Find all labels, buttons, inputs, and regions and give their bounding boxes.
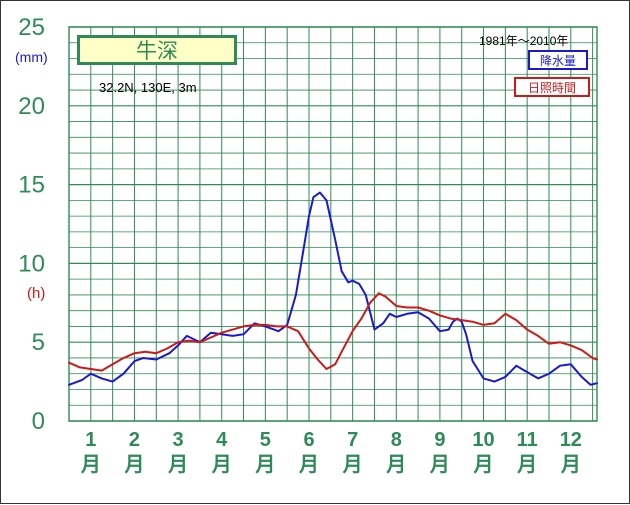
legend-sunshine: 日照時間 — [514, 77, 590, 97]
x-tick-label: 3 — [173, 429, 184, 451]
plot-border — [68, 26, 598, 422]
station-coords: 32.2N, 130E, 3m — [99, 80, 197, 95]
x-tick-label: 5 — [260, 429, 271, 451]
legend-sunshine-label: 日照時間 — [527, 80, 576, 95]
x-tick-label: 4 — [216, 429, 228, 451]
station-name: 牛深 — [136, 39, 178, 63]
precipitation-line — [68, 191, 598, 386]
y-tick-label: 20 — [18, 93, 45, 120]
period-label: 1981年～2010年 — [479, 34, 569, 48]
x-tick-label: 9 — [434, 429, 445, 451]
sunshine-line — [68, 292, 598, 372]
x-tick-label: 10 — [472, 429, 494, 451]
x-tick-suffix: 月 — [516, 452, 537, 476]
y-tick-label: 5 — [32, 329, 45, 356]
x-tick-suffix: 月 — [385, 452, 406, 476]
x-tick-label: 6 — [303, 429, 314, 451]
x-tick-suffix: 月 — [167, 452, 188, 476]
x-tick-suffix: 月 — [254, 452, 275, 476]
x-tick-label: 2 — [129, 429, 140, 451]
precip-unit-label: (mm) — [15, 49, 48, 65]
x-tick-label: 11 — [517, 429, 538, 451]
y-tick-label: 0 — [32, 408, 45, 435]
x-tick-label: 7 — [347, 429, 358, 451]
sunshine-unit-label: (h) — [27, 285, 46, 302]
x-tick-suffix: 月 — [211, 452, 232, 476]
x-tick-suffix: 月 — [342, 452, 363, 476]
legend-precipitation-label: 降水量 — [539, 53, 576, 68]
x-tick-suffix: 月 — [429, 452, 450, 476]
x-tick-suffix: 月 — [560, 452, 581, 476]
x-tick-suffix: 月 — [473, 452, 494, 476]
y-tick-label: 15 — [18, 172, 45, 199]
x-tick-suffix: 月 — [298, 452, 319, 476]
x-tick-suffix: 月 — [123, 452, 144, 476]
x-tick-label: 8 — [391, 429, 402, 451]
y-tick-label: 25 — [18, 14, 45, 41]
legend-precipitation: 降水量 — [528, 50, 588, 70]
x-tick-label: 12 — [560, 429, 582, 451]
x-tick-suffix: 月 — [80, 452, 101, 476]
x-tick-label: 1 — [85, 429, 96, 451]
station-name-box: 牛深 — [77, 35, 237, 65]
y-tick-label: 10 — [18, 250, 45, 277]
